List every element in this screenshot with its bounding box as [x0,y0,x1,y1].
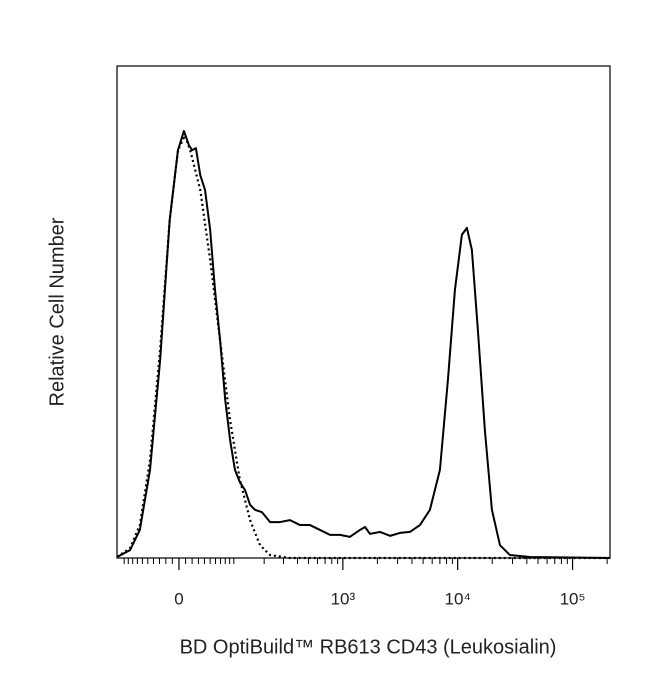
x-tick-label: 10³ [331,589,356,608]
histogram-line [116,134,610,560]
x-tick-label: 10⁵ [560,589,586,608]
y-axis-label: Relative Cell Number [46,217,68,406]
x-tick-label: 10⁴ [445,589,471,608]
histogram-line [116,129,611,559]
x-axis-label: BD OptiBuild™ RB613 CD43 (Leukosialin) [180,636,557,658]
x-tick-label: 0 [174,589,183,608]
plot-frame [116,65,611,559]
